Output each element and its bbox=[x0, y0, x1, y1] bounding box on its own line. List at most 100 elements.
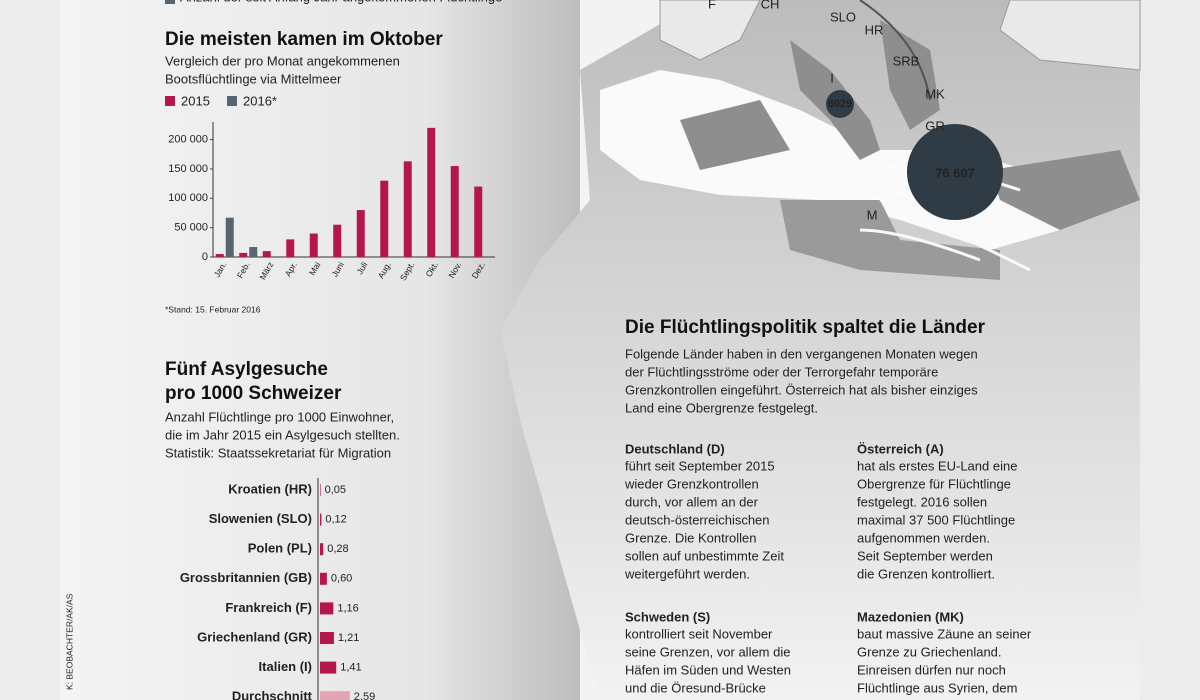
balkans bbox=[880, 20, 940, 130]
y-tick-label: 0 bbox=[202, 251, 208, 263]
legend-label: 2015 bbox=[181, 93, 210, 108]
bar bbox=[320, 632, 334, 644]
value-label: 1,16 bbox=[337, 602, 358, 614]
france bbox=[659, 0, 761, 61]
bar bbox=[380, 180, 389, 257]
bar bbox=[427, 127, 436, 257]
map-label: HR bbox=[865, 22, 884, 37]
section-body: durch, vor allem an der bbox=[625, 494, 759, 509]
category-label: Slowenien (SLO) bbox=[209, 511, 312, 526]
value-label: 0,28 bbox=[327, 543, 348, 555]
category-label: Grossbritannien (GB) bbox=[180, 570, 312, 585]
section-body: führt seit September 2015 bbox=[625, 458, 775, 473]
bar bbox=[320, 572, 327, 585]
section-body: festgelegt. 2016 sollen bbox=[857, 494, 987, 509]
legend-swatch bbox=[227, 96, 237, 106]
bar bbox=[286, 239, 295, 257]
value-label: 0,60 bbox=[331, 573, 352, 585]
bar bbox=[356, 210, 365, 257]
article-intro: Grenzkontrollen eingeführt. Österreich h… bbox=[625, 382, 978, 397]
bar bbox=[403, 161, 412, 257]
article-intro: der Flüchtlingsströme oder der Terrorgef… bbox=[625, 364, 938, 379]
value-label: 0,05 bbox=[325, 484, 346, 496]
section-body: hat als erstes EU-Land eine bbox=[857, 458, 1017, 473]
y-tick-label: 150 000 bbox=[168, 163, 208, 175]
y-tick-label: 100 000 bbox=[168, 192, 208, 204]
chart-subtitle: Bootsflüchtlinge via Mittelmeer bbox=[165, 71, 342, 86]
bar bbox=[239, 252, 248, 257]
value-label: 1,21 bbox=[338, 632, 359, 644]
section-body: weitergeführt werden. bbox=[624, 566, 750, 581]
bar bbox=[309, 233, 318, 257]
section-body: sollen auf unbestimmte Zeit bbox=[625, 548, 784, 563]
bar bbox=[320, 513, 322, 526]
chart-subtitle: Vergleich der pro Monat angekommenen bbox=[165, 53, 400, 68]
map bbox=[500, 0, 1141, 700]
map-label: MK bbox=[925, 86, 945, 101]
map-label: M bbox=[867, 207, 878, 222]
section-body: und die Öresund-Brücke bbox=[625, 680, 766, 695]
chart-subtitle: die im Jahr 2015 ein Asylgesuch stellten… bbox=[165, 427, 400, 442]
bar bbox=[320, 661, 337, 674]
section-body: aufgenommen werden. bbox=[857, 530, 990, 545]
section-body: Flüchtlinge aus Syrien, dem bbox=[857, 680, 1017, 695]
article-intro: Land eine Obergrenze festgelegt. bbox=[625, 400, 818, 415]
section-body: Einreisen dürfen nur noch bbox=[857, 662, 1006, 677]
section-body: kontrolliert seit November bbox=[625, 626, 773, 641]
section-title: Österreich (A) bbox=[857, 441, 944, 456]
section-title: Mazedonien (MK) bbox=[857, 609, 964, 624]
bar bbox=[215, 254, 224, 257]
libya bbox=[780, 200, 1000, 280]
section-body: die Grenzen kontrolliert. bbox=[857, 566, 995, 581]
chart-title: Fünf Asylgesuche bbox=[165, 359, 328, 380]
category-label: Polen (PL) bbox=[248, 541, 312, 556]
value-label: 1,41 bbox=[340, 662, 361, 674]
section-body: Grenze. Die Kontrollen bbox=[625, 530, 757, 545]
chart-title: Die meisten kamen im Oktober bbox=[165, 29, 443, 50]
value-label: 0,12 bbox=[325, 514, 346, 526]
bar bbox=[225, 217, 234, 257]
bubble-italy bbox=[826, 90, 854, 118]
bar bbox=[320, 484, 321, 496]
chart-subtitle: Statistik: Staatssekretariat für Migrati… bbox=[165, 445, 391, 460]
bar bbox=[320, 691, 350, 700]
turkey bbox=[990, 150, 1140, 230]
category-label: Griechenland (GR) bbox=[197, 629, 312, 644]
section-title: Deutschland (D) bbox=[625, 441, 725, 456]
credit: K: BEOBACHTER/AK/AS bbox=[64, 593, 74, 690]
section-body: wieder Grenzkontrollen bbox=[624, 476, 759, 491]
route bbox=[859, 0, 931, 101]
bubble-label: 76 607 bbox=[935, 165, 975, 180]
map-label: F bbox=[708, 0, 716, 11]
section-body: deutsch-österreichischen bbox=[625, 512, 770, 527]
category-label: Durchschnitt bbox=[232, 689, 313, 700]
category-label: Frankreich (F) bbox=[225, 600, 312, 615]
section-body: baut massive Zäune an seiner bbox=[857, 626, 1032, 641]
section-body: Häfen im Süden und Westen bbox=[625, 662, 791, 677]
spain-coast bbox=[680, 100, 790, 170]
bar bbox=[320, 602, 334, 615]
bar bbox=[474, 186, 483, 257]
section-body: Grenze zu Griechenland. bbox=[857, 644, 1002, 659]
map-label: I bbox=[830, 70, 834, 85]
section-title: Schweden (S) bbox=[625, 609, 710, 624]
section-body: Obergrenze für Flüchtlinge bbox=[857, 476, 1011, 491]
legend-label: 2016* bbox=[243, 93, 277, 108]
bubble-label: 6029 bbox=[828, 98, 852, 110]
bar bbox=[333, 224, 342, 257]
section-body: seine Grenzen, vor allem die bbox=[625, 644, 790, 659]
section-body: maximal 37 500 Flüchtlinge bbox=[857, 512, 1015, 527]
article-title: Die Flüchtlingspolitik spaltet die Lände… bbox=[625, 317, 986, 338]
y-tick-label: 50 000 bbox=[174, 222, 208, 234]
category-label: Italien (I) bbox=[259, 659, 312, 674]
content: Anzahl der seit Anfang Jahr angekommenen… bbox=[64, 0, 1032, 700]
bar bbox=[262, 251, 271, 257]
map-label: CH bbox=[761, 0, 780, 11]
section-body: Seit September werden bbox=[857, 548, 993, 563]
map-label: GR bbox=[925, 118, 945, 133]
country-hatched bbox=[999, 0, 1141, 71]
map-label: SLO bbox=[830, 9, 856, 24]
value-label: 2,59 bbox=[354, 691, 375, 700]
